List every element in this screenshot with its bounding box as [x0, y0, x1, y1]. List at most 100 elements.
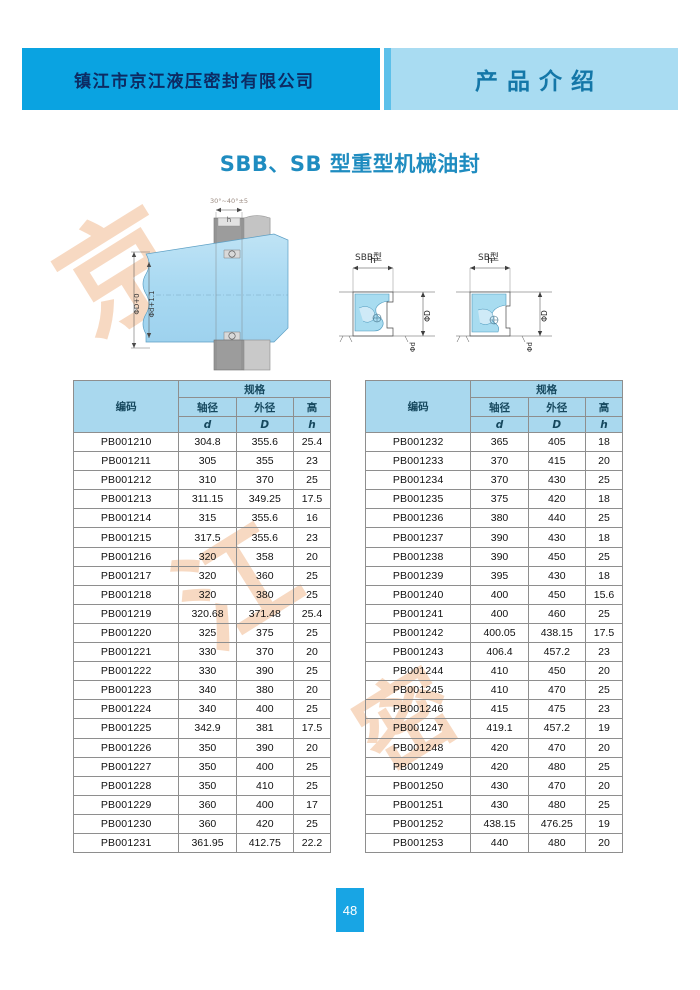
cell-outer-dia: 457.2	[527, 718, 586, 739]
cell-height: 25	[292, 565, 332, 586]
svg-text:h: h	[227, 216, 231, 224]
header-outer-dia-right: 外径	[527, 397, 586, 417]
cell-height: 18	[584, 565, 624, 586]
cell-shaft-dia: 419.1	[470, 718, 529, 739]
table-row: PB001231 361.95 412.75 22.2	[72, 832, 332, 854]
page-number-tab: 48	[336, 888, 364, 932]
cell-code: PB001251	[364, 794, 472, 815]
cell-shaft-dia: 330	[178, 661, 237, 682]
svg-text:h: h	[487, 256, 493, 266]
cell-outer-dia: 480	[527, 832, 586, 854]
cell-shaft-dia: 360	[178, 794, 237, 815]
cell-code: PB001239	[364, 565, 472, 586]
cell-code: PB001231	[72, 832, 180, 854]
cell-outer-dia: 438.15	[527, 622, 586, 644]
cell-height: 18	[584, 431, 624, 453]
cell-outer-dia: 355.6	[235, 431, 294, 453]
cell-code: PB001244	[364, 661, 472, 682]
table-row: PB001230 360 420 25	[72, 813, 332, 834]
company-name: 镇江市京江液压密封有限公司	[74, 71, 315, 92]
table-row: PB001247 419.1 457.2 19	[364, 718, 624, 739]
cell-code: PB001232	[364, 431, 472, 453]
cell-code: PB001220	[72, 622, 180, 644]
cell-height: 23	[292, 527, 332, 548]
cell-shaft-dia: 361.95	[178, 832, 237, 854]
cell-height: 25	[292, 813, 332, 834]
table-row: PB001220 325 375 25	[72, 622, 332, 644]
sbb-profile-label: SBB型	[355, 253, 383, 263]
cell-outer-dia: 400	[235, 794, 294, 815]
cell-code: PB001210	[72, 431, 180, 453]
cell-outer-dia: 400	[235, 699, 294, 720]
cell-code: PB001230	[72, 813, 180, 834]
cell-height: 25	[292, 661, 332, 682]
spec-table-right-body: PB001232 365 405 18 PB001233 370 415 20 PB001234…	[364, 431, 624, 854]
cell-height: 25	[292, 470, 332, 491]
cell-shaft-dia: 310	[178, 470, 237, 491]
cell-shaft-dia: 330	[178, 642, 237, 663]
table-row: PB001215 317.5 355.6 23	[72, 527, 332, 548]
cell-outer-dia: 381	[235, 718, 294, 739]
cell-height: 25	[292, 756, 332, 777]
cell-shaft-dia: 415	[470, 699, 529, 720]
cell-shaft-dia: 370	[470, 470, 529, 491]
cell-height: 16	[292, 508, 332, 529]
svg-text:Φd: Φd	[526, 342, 534, 352]
svg-text:Φd+1.1: Φd+1.1	[148, 291, 156, 318]
cell-outer-dia: 450	[527, 661, 586, 682]
spec-table-left-body: PB001210 304.8 355.6 25.4 PB001211 305 355 23 PB…	[72, 431, 332, 854]
header-separator	[384, 48, 391, 110]
cell-code: PB001219	[72, 603, 180, 624]
table-row: PB001235 375 420 18	[364, 489, 624, 510]
cell-height: 23	[584, 699, 624, 720]
cell-height: 25	[584, 756, 624, 777]
cell-code: PB001216	[72, 546, 180, 567]
table-row: PB001226 350 390 20	[72, 737, 332, 758]
seal-assembly-diagram: ΦD+0 Φd+1.1 h 30°~40°±5	[131, 197, 289, 371]
cell-height: 20	[584, 775, 624, 796]
cell-code: PB001227	[72, 756, 180, 777]
table-row: PB001211 305 355 23	[72, 451, 332, 472]
table-row: PB001233 370 415 20	[364, 451, 624, 472]
cell-outer-dia: 420	[527, 489, 586, 510]
table-row: PB001213 311.15 349.25 17.5	[72, 489, 332, 510]
cell-code: PB001228	[72, 775, 180, 796]
cell-shaft-dia: 420	[470, 756, 529, 777]
table-row: PB001234 370 430 25	[364, 470, 624, 491]
cell-code: PB001233	[364, 451, 472, 472]
table-row: PB001221 330 370 20	[72, 642, 332, 663]
header-code-right: 编码	[364, 380, 472, 433]
table-row: PB001244 410 450 20	[364, 661, 624, 682]
header-shaft-dia-left: 轴径	[178, 397, 237, 417]
header-shaft-dia-right: 轴径	[470, 397, 529, 417]
cell-height: 25	[584, 794, 624, 815]
cell-code: PB001243	[364, 642, 472, 663]
table-row: PB001218 320 380 25	[72, 584, 332, 605]
cell-outer-dia: 349.25	[235, 489, 294, 510]
cell-height: 17.5	[292, 489, 332, 510]
cell-outer-dia: 450	[527, 584, 586, 605]
svg-text:ΦD+0: ΦD+0	[133, 293, 141, 314]
table-row: PB001246 415 475 23	[364, 699, 624, 720]
cell-outer-dia: 430	[527, 565, 586, 586]
cell-height: 22.2	[292, 832, 332, 854]
table-row: PB001248 420 470 20	[364, 737, 624, 758]
cell-height: 18	[584, 527, 624, 548]
cell-code: PB001252	[364, 813, 472, 834]
cell-height: 25	[292, 622, 332, 644]
cell-outer-dia: 420	[235, 813, 294, 834]
spec-table-right-wrapper: 编码 规格 轴径 外径 高 d D h PB001232 365 405 18 PB00…	[364, 380, 624, 854]
cell-shaft-dia: 406.4	[470, 642, 529, 663]
cell-shaft-dia: 380	[470, 508, 529, 529]
table-row: PB001212 310 370 25	[72, 470, 332, 491]
cell-height: 25	[584, 508, 624, 529]
table-row: PB001229 360 400 17	[72, 794, 332, 815]
cell-shaft-dia: 400	[470, 584, 529, 605]
spec-table-left-wrapper: 编码 规格 轴径 外径 高 d D h PB001210 304.8 355.6 25…	[72, 380, 332, 854]
cell-shaft-dia: 390	[470, 527, 529, 548]
table-row: PB001217 320 360 25	[72, 565, 332, 586]
table-row: PB001228 350 410 25	[72, 775, 332, 796]
svg-text:30°~40°±5: 30°~40°±5	[210, 197, 248, 205]
cell-shaft-dia: 400.05	[470, 622, 529, 644]
cell-height: 25	[292, 699, 332, 720]
